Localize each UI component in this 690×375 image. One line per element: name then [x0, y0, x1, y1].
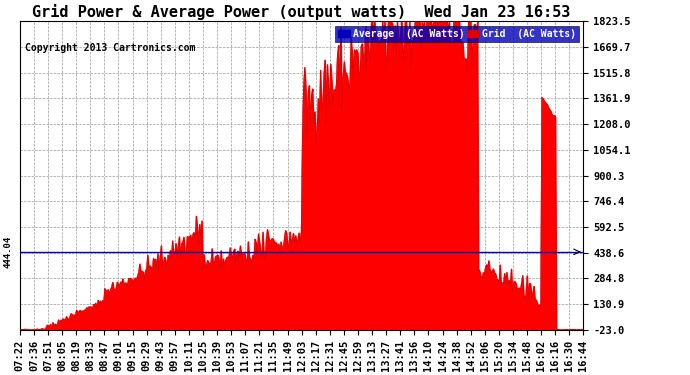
Legend: Average  (AC Watts), Grid  (AC Watts): Average (AC Watts), Grid (AC Watts): [335, 26, 578, 42]
Text: Copyright 2013 Cartronics.com: Copyright 2013 Cartronics.com: [26, 43, 196, 53]
Title: Grid Power & Average Power (output watts)  Wed Jan 23 16:53: Grid Power & Average Power (output watts…: [32, 4, 571, 20]
Text: 444.04: 444.04: [4, 236, 13, 268]
